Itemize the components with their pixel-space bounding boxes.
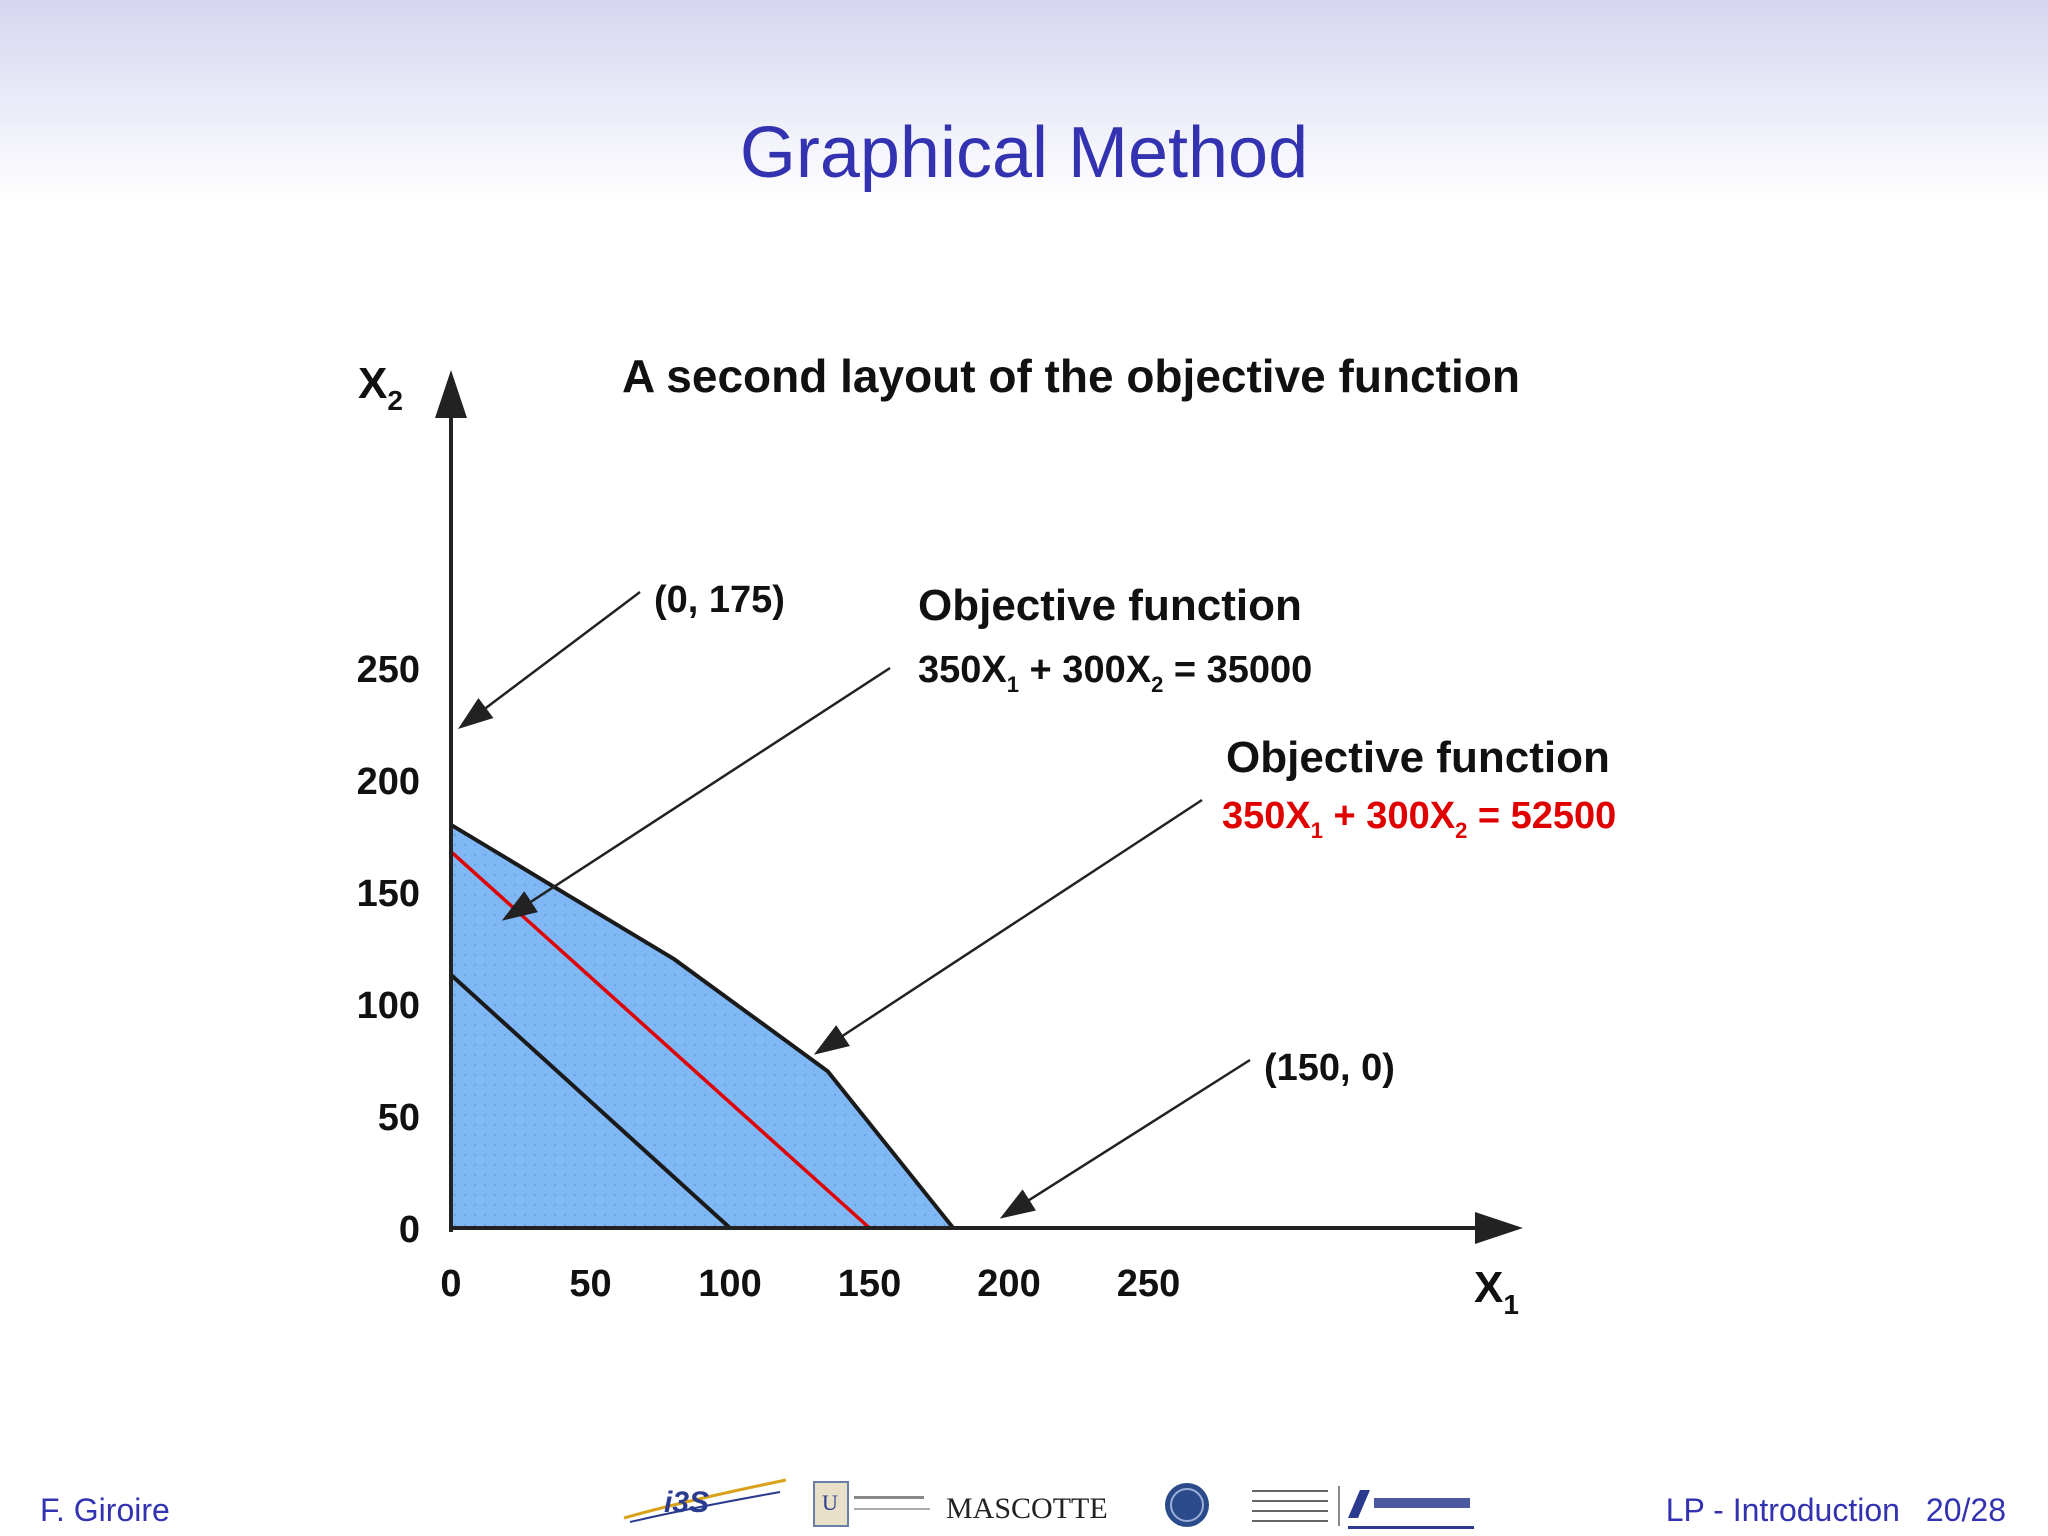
cnrs-logo xyxy=(1165,1483,1209,1527)
objective-line-35000 xyxy=(449,973,732,1230)
annotation-objective-label-1: Objective function xyxy=(918,581,1302,630)
feasible-region xyxy=(451,824,954,1228)
y-tick-label: 250 xyxy=(357,649,420,691)
annotation-objective-label-2: Objective function xyxy=(1226,733,1610,782)
x-tick-label: 100 xyxy=(698,1263,761,1305)
y-axis-label: X2 xyxy=(358,359,403,416)
x-tick-label: 0 xyxy=(440,1263,461,1305)
footer-right: LP - Introduction 20/28 xyxy=(1666,1492,2006,1529)
footer: F. Giroire i3S U MASCOTTE LP - Introduct… xyxy=(0,1460,2048,1536)
svg-text:U: U xyxy=(822,1490,838,1515)
footer-page: 20/28 xyxy=(1925,1492,2006,1528)
annotation-objective-eq-2: 350X1 + 300X2 = 52500 xyxy=(1222,795,1616,843)
y-tick-label: 50 xyxy=(378,1097,420,1139)
y-tick-label: 200 xyxy=(357,761,420,803)
arrow-objective-2 xyxy=(813,798,1203,1055)
svg-text:i3S: i3S xyxy=(664,1486,709,1519)
x-tick-label: 200 xyxy=(977,1263,1040,1305)
chart-title: A second layout of the objective functio… xyxy=(622,350,1520,402)
universite-nice-logo: U xyxy=(813,1481,930,1527)
footer-author: F. Giroire xyxy=(40,1492,170,1528)
arrow-objective-1 xyxy=(501,666,891,921)
x-tick-label: 50 xyxy=(569,1263,611,1305)
arrow-point-150-0 xyxy=(999,1058,1251,1219)
annotation-objective-eq-1: 350X1 + 300X2 = 35000 xyxy=(918,649,1312,697)
annotation-point-150-0: (150, 0) xyxy=(1264,1047,1395,1089)
y-tick-label: 0 xyxy=(399,1209,420,1251)
arrow-point-0-175 xyxy=(458,591,641,730)
x-tick-label: 250 xyxy=(1117,1263,1180,1305)
mascotte-logo: MASCOTTE xyxy=(946,1492,1108,1525)
constraint-boundary xyxy=(449,823,955,1230)
x-tick-label: 150 xyxy=(838,1263,901,1305)
inria-logo xyxy=(1252,1486,1474,1529)
header-band xyxy=(0,0,2048,200)
footer-section: LP - Introduction xyxy=(1665,1492,1900,1528)
i3s-logo: i3S xyxy=(623,1478,787,1523)
annotation-point-0-175: (0, 175) xyxy=(654,579,785,621)
y-tick-labels: 0 50 100 150 200 250 xyxy=(357,649,420,1251)
y-tick-label: 150 xyxy=(357,873,420,915)
y-tick-label: 100 xyxy=(357,985,420,1027)
x-axis-label: X1 xyxy=(1474,1263,1519,1320)
slide-title: Graphical Method xyxy=(739,113,1309,193)
x-tick-labels: 0 50 100 150 200 250 xyxy=(440,1263,1180,1305)
